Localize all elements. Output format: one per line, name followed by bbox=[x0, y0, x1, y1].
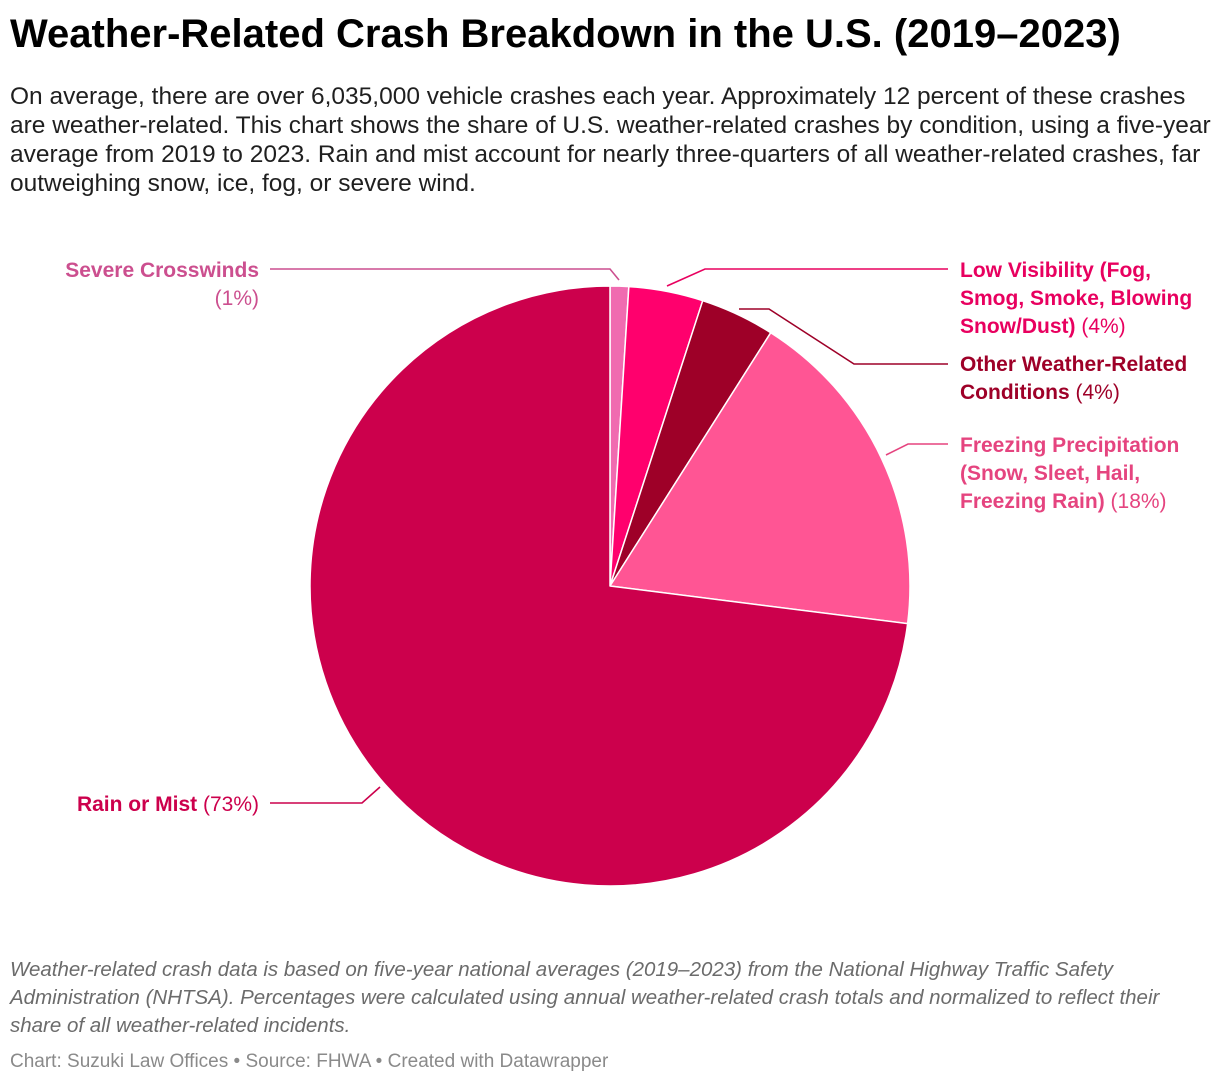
slice-label-freezing-precipitation-snow-sleet-hail-freezing-rain: Freezing Precipitation (Snow, Sleet, Hail… bbox=[960, 434, 1179, 513]
slice-name-label: Conditions bbox=[960, 381, 1070, 404]
pie-slice-freezing-precipitation-snow-sleet-hail-freezing-rain[interactable] bbox=[609, 331, 911, 625]
slice-label-severe-crosswinds: Severe Crosswinds (1%) bbox=[65, 259, 259, 310]
leader-lines bbox=[270, 268, 948, 804]
slice-name-label: Other Weather-Related bbox=[960, 353, 1187, 376]
chart-title: Weather-Related Crash Breakdown in the U… bbox=[10, 12, 1121, 56]
slice-label-low-visibility-fog-smog-smoke-blowing-snow-dust: Low Visibility (Fog, Smog, Smoke, Blowing… bbox=[960, 259, 1192, 338]
slice-value-label: (1%) bbox=[215, 287, 259, 310]
slice-name-label: Severe Crosswinds bbox=[65, 259, 259, 282]
slice-label-other-weather-related-conditions: Other Weather-Related Conditions (4%) bbox=[960, 353, 1187, 404]
leader-line-freezing-precipitation-snow-sleet-hail-freezing-rain bbox=[885, 443, 948, 456]
leader-line-low-visibility-fog-smog-smoke-blowing-snow-dust bbox=[666, 268, 948, 287]
slice-name-label: Freezing Rain) bbox=[960, 490, 1105, 513]
slice-labels: Severe Crosswinds (1%) Low Visibility (Fog… bbox=[65, 259, 1192, 816]
slice-name-label: Smog, Smoke, Blowing bbox=[960, 287, 1192, 310]
slice-name-label: Snow/Dust) bbox=[960, 315, 1076, 338]
slice-value-label: (73%) bbox=[197, 793, 259, 816]
chart-description: On average, there are over 6,035,000 veh… bbox=[10, 83, 1211, 197]
slice-name-label: Freezing Precipitation bbox=[960, 434, 1179, 457]
slice-value-label: (4%) bbox=[1076, 315, 1126, 338]
pie-slices bbox=[309, 285, 911, 887]
slice-name-label: Low Visibility (Fog, bbox=[960, 259, 1151, 282]
slice-value-label: (18%) bbox=[1105, 490, 1167, 513]
leader-line-other-weather-related-conditions bbox=[739, 308, 948, 365]
slice-label-rain-or-mist: Rain or Mist (73%) bbox=[77, 793, 259, 816]
chart-credit: Chart: Suzuki Law Offices • Source: FHWA… bbox=[10, 1051, 609, 1072]
leader-line-rain-or-mist bbox=[270, 786, 381, 804]
leader-line-severe-crosswinds bbox=[270, 268, 620, 281]
slice-name-label: (Snow, Sleet, Hail, bbox=[960, 462, 1140, 485]
chart-notes: Weather-related crash data is based on f… bbox=[10, 958, 1160, 1037]
pie-slice-rain-or-mist[interactable] bbox=[309, 285, 909, 887]
slice-name-label: Rain or Mist bbox=[77, 793, 197, 816]
slice-value-label: (4%) bbox=[1070, 381, 1120, 404]
